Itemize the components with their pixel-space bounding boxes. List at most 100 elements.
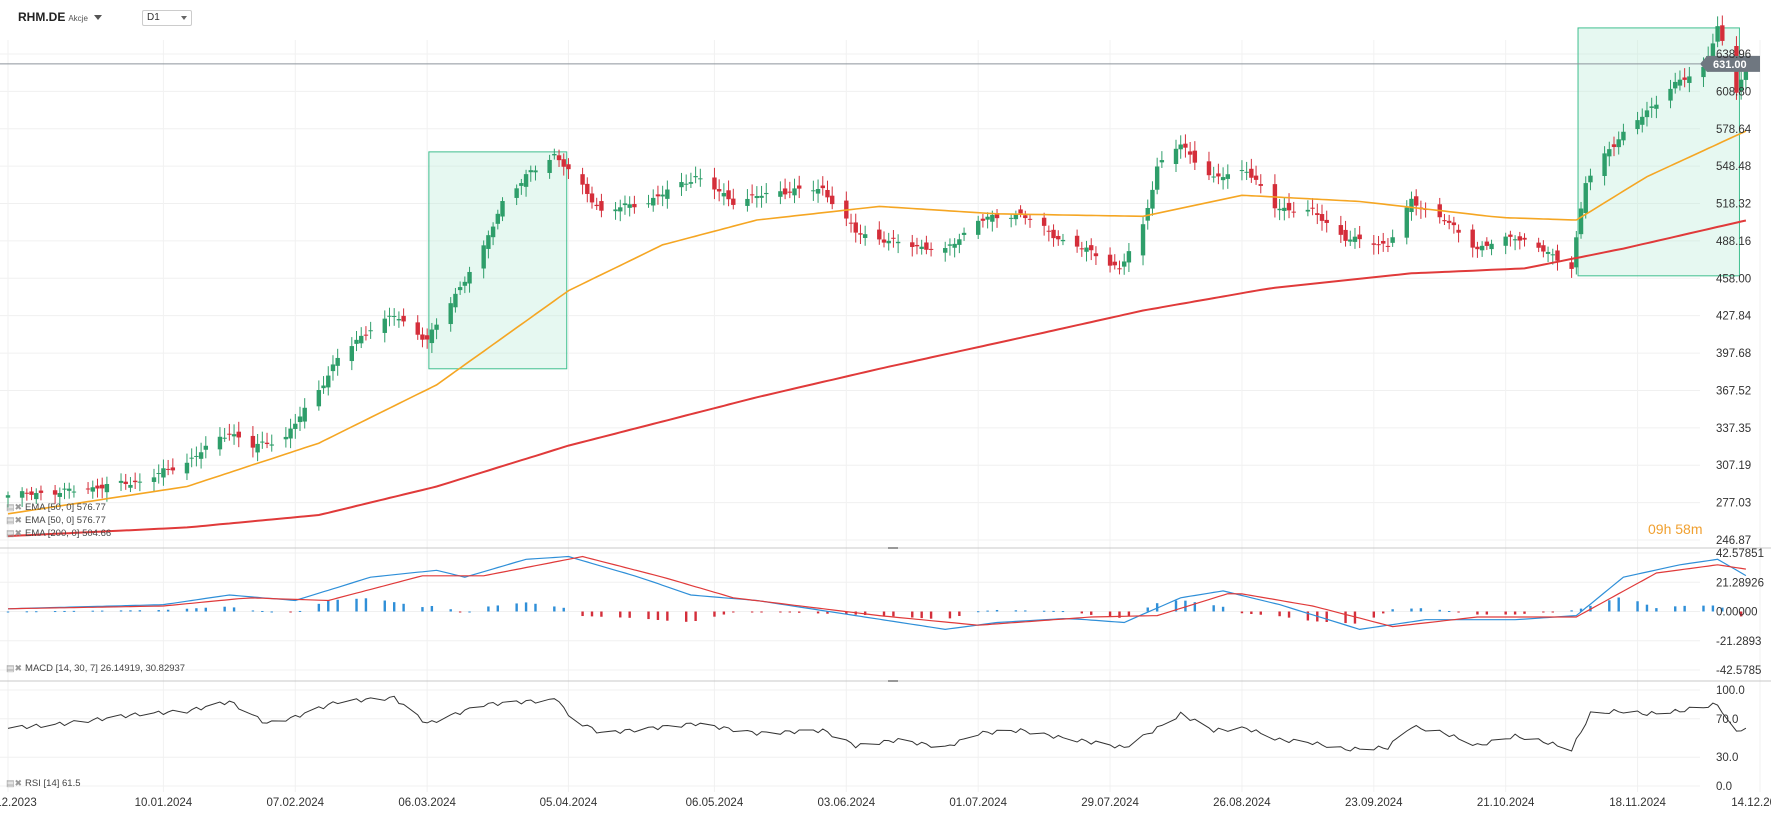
timeframe-select[interactable]: D1 [142,10,192,26]
candle-body [161,468,166,478]
indicator-label: EMA [50, 0] 576.77 [25,515,106,526]
chevron-down-icon [93,15,102,21]
candle-body [1682,77,1687,80]
macd-histogram-bar [402,603,405,612]
candle-body [363,334,369,336]
current-price-label-bg [1700,55,1760,72]
macd-histogram-bar [1655,608,1658,612]
candle-body [910,242,915,247]
candle-body [434,324,439,330]
settings-close-icon[interactable]: ▤✖ [6,515,23,525]
macd-histogram-bar [496,605,500,612]
indicator-macd[interactable]: ▤✖ MACD [14, 30, 7] 26.14919, 30.82937 [6,663,185,674]
symbol-selector[interactable]: RHM.DE Akcje [18,10,102,24]
candle-body [599,201,604,211]
candle-body [957,239,962,245]
macd-histogram-bar [590,611,594,617]
settings-close-icon[interactable]: ▤✖ [6,502,23,512]
candle-body [1479,245,1485,251]
candle-body [820,185,825,189]
macd-histogram-bar [72,610,76,612]
price-tick-label: 427.84 [1716,311,1752,323]
macd-histogram-bar [1024,610,1027,612]
candle-body [1635,120,1640,130]
candle-body [1239,170,1245,172]
candle-body [1385,245,1391,247]
candle-body [1305,209,1311,212]
macd-histogram-bar [1250,611,1253,614]
candle-body [156,473,161,475]
date-tick-label: 07.02.2024 [267,797,325,809]
price-tick-label: 548.48 [1716,161,1751,173]
macd-histogram-bar [1052,610,1055,612]
candle-body [1126,251,1132,263]
macd-histogram-bar [1504,611,1507,615]
macd-histogram-bar [515,603,518,612]
candle-body [1381,241,1386,244]
candle-body [895,241,901,244]
settings-close-icon[interactable]: ▤✖ [6,528,23,538]
candle-body [19,491,25,498]
candle-body [1216,173,1221,177]
candle-body [1640,116,1645,125]
macd-histogram-bar [1721,607,1724,612]
macd-histogram-bar [119,610,123,612]
macd-histogram-bar [666,611,669,621]
candle-body [1413,196,1419,206]
candle-body [1008,217,1014,219]
candle-body [1324,219,1329,223]
candle-body [792,188,797,196]
candle-body [500,201,505,217]
price-tick-label: 458.00 [1716,273,1751,285]
indicator-rsi[interactable]: ▤✖ RSI [14] 61.5 [6,778,81,789]
candle-body [123,481,128,485]
candle-body [194,455,199,457]
candle-body [924,242,929,250]
price-tick-label: 397.68 [1716,348,1751,360]
candle-body [580,174,585,185]
ema50-line [7,130,1747,515]
macd-histogram-bar [1447,610,1451,612]
settings-close-icon[interactable]: ▤✖ [6,663,23,673]
macd-histogram-bar [1259,611,1262,615]
price-tick-label: 518.32 [1716,199,1751,211]
macd-histogram-bar [534,603,537,612]
candle-body [1569,262,1574,269]
candle-body [1512,239,1518,241]
candle-body [1602,153,1607,176]
candle-body [683,183,689,185]
candle-body [1710,43,1716,59]
date-tick-label: 06.03.2024 [398,797,456,809]
candle-body [853,222,858,233]
candle-body [952,243,957,248]
candle-body [797,185,802,189]
candle-body [1051,229,1056,239]
candle-body [203,445,209,450]
macd-histogram-bar [1579,608,1583,612]
candle-body [283,436,289,440]
macd-histogram-bar [1551,611,1554,613]
candle-body [651,197,656,206]
candle-body [1522,237,1527,240]
candle-body [255,443,260,453]
macd-histogram-bar [261,610,264,612]
indicator-ema50-b[interactable]: ▤✖ EMA [50, 0] 576.77 [6,515,106,526]
macd-histogram-bar [1306,611,1310,621]
candle-body [1249,168,1254,178]
indicator-ema200[interactable]: ▤✖ EMA [200, 0] 504.66 [6,528,111,539]
macd-histogram-bar [826,611,829,614]
candle-body [85,488,91,490]
candle-body [387,315,392,317]
candle-body [1310,207,1315,209]
settings-close-icon[interactable]: ▤✖ [6,778,23,788]
candle-body [420,334,425,340]
candle-body [227,433,232,435]
macd-histogram-bar [1438,609,1441,612]
date-tick-label: 03.06.2024 [818,797,876,809]
macd-histogram-bar [270,611,273,613]
date-tick-label: 23.09.2024 [1345,797,1403,809]
macd-tick-label: -42.5785 [1716,665,1761,677]
indicator-ema50-a[interactable]: ▤✖ EMA [50, 0] 576.77 [6,502,106,513]
candle-body [1616,139,1621,148]
